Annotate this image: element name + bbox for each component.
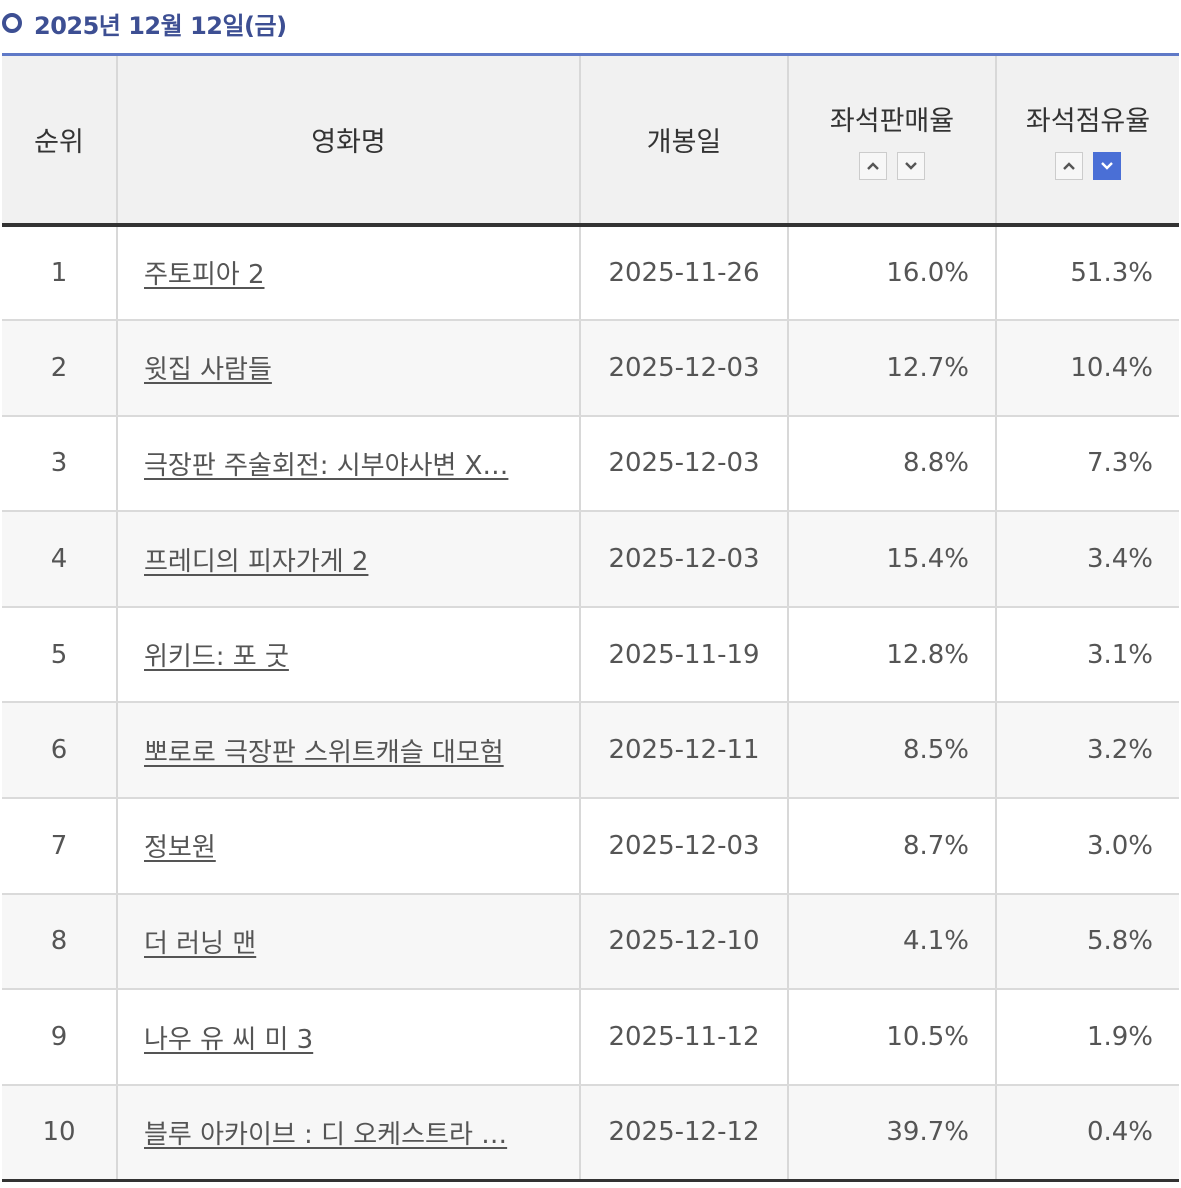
release-date-cell: 2025-12-03 — [579, 415, 788, 513]
seat-sales-rate-cell: 8.7% — [787, 798, 996, 895]
rank-cell: 9 — [2, 989, 117, 1086]
seat-sales-rate-cell: 12.8% — [787, 606, 996, 704]
title-cell: 프레디의 피자가게 2 — [116, 511, 580, 608]
title-cell: 위키드: 포 굿 — [116, 606, 580, 704]
release-date-cell: 2025-11-12 — [579, 989, 788, 1086]
table-row: 3 극장판 주술회전: 시부야사변 X… 2025-12-03 8.8% 7.3% — [2, 415, 1179, 513]
release-date-cell: 2025-12-12 — [579, 1084, 788, 1182]
release-date-cell: 2025-12-03 — [579, 320, 788, 417]
movie-title-link[interactable]: 정보원 — [144, 833, 216, 864]
movie-title-link[interactable]: 프레디의 피자가게 2 — [144, 546, 369, 577]
seat-sales-rate-cell: 15.4% — [787, 511, 996, 608]
seat-sales-rate-cell: 8.8% — [787, 415, 996, 513]
release-date-cell: 2025-12-03 — [579, 511, 788, 608]
movie-title-link[interactable]: 윗집 사람들 — [144, 355, 272, 386]
movie-title-link[interactable]: 주토피아 2 — [144, 260, 265, 291]
date-title: 2025년 12월 12일(금) — [34, 12, 287, 40]
column-header-rank-label: 순위 — [34, 126, 84, 158]
movie-title-link[interactable]: 더 러닝 맨 — [144, 928, 257, 959]
seat-share-rate-cell: 3.0% — [995, 798, 1179, 895]
column-header-sales: 좌석판매율 — [787, 53, 996, 227]
title-cell: 나우 유 씨 미 3 — [116, 989, 580, 1086]
rank-cell: 4 — [2, 511, 117, 608]
table-row: 1 주토피아 2 2025-11-26 16.0% 51.3% — [2, 224, 1179, 322]
table-body: 1 주토피아 2 2025-11-26 16.0% 51.3% 2 윗집 사람들 2025-1… — [2, 224, 1179, 1182]
seat-share-rate-cell: 3.4% — [995, 511, 1179, 608]
seat-sales-rate-cell: 39.7% — [787, 1084, 996, 1182]
column-header-title: 영화명 — [116, 53, 580, 227]
seat-share-rate-cell: 5.8% — [995, 893, 1179, 991]
sales-sort-group — [789, 151, 995, 180]
seat-sales-rate-cell: 4.1% — [787, 893, 996, 991]
column-header-title-label: 영화명 — [311, 126, 386, 158]
movie-title-link[interactable]: 뽀로로 극장판 스위트캐슬 대모험 — [144, 737, 504, 768]
rank-cell: 1 — [2, 224, 117, 322]
circle-bullet-icon — [2, 13, 22, 33]
column-header-release: 개봉일 — [579, 53, 788, 227]
movie-title-link[interactable]: 나우 유 씨 미 3 — [144, 1024, 314, 1055]
release-date-cell: 2025-11-26 — [579, 224, 788, 322]
release-date-cell: 2025-12-10 — [579, 893, 788, 991]
seat-sales-rate-cell: 10.5% — [787, 989, 996, 1086]
seat-sales-rate-cell: 12.7% — [787, 320, 996, 417]
sales-sort-desc-button[interactable] — [897, 151, 925, 180]
table-row: 10 블루 아카이브 : 디 오케스트라 … 2025-12-12 39.7% 0.4% — [2, 1084, 1179, 1182]
box-office-table: 순위 영화명 개봉일 좌석판매율 — [2, 53, 1179, 1182]
rank-cell: 10 — [2, 1084, 117, 1182]
chevron-down-icon — [905, 161, 917, 170]
column-header-release-label: 개봉일 — [646, 126, 722, 158]
seat-share-rate-cell: 3.2% — [995, 702, 1179, 800]
rank-cell: 2 — [2, 320, 117, 417]
rank-cell: 7 — [2, 798, 117, 895]
share-sort-desc-button[interactable] — [1093, 151, 1121, 180]
movie-title-link[interactable]: 위키드: 포 굿 — [144, 642, 289, 673]
share-sort-group — [997, 151, 1179, 180]
table-row: 4 프레디의 피자가게 2 2025-12-03 15.4% 3.4% — [2, 511, 1179, 608]
release-date-cell: 2025-11-19 — [579, 606, 788, 704]
box-office-table-container: 순위 영화명 개봉일 좌석판매율 — [2, 53, 1179, 1182]
title-cell: 윗집 사람들 — [116, 320, 580, 417]
table-row: 5 위키드: 포 굿 2025-11-19 12.8% 3.1% — [2, 606, 1179, 704]
release-date-cell: 2025-12-11 — [579, 702, 788, 800]
title-cell: 블루 아카이브 : 디 오케스트라 … — [116, 1084, 580, 1182]
share-sort-asc-button[interactable] — [1055, 151, 1083, 180]
seat-share-rate-cell: 10.4% — [995, 320, 1179, 417]
rank-cell: 6 — [2, 702, 117, 800]
rank-cell: 8 — [2, 893, 117, 991]
column-header-share-label: 좌석점유율 — [1025, 105, 1151, 137]
date-header: 2025년 12월 12일(금) — [0, 0, 1181, 52]
release-date-cell: 2025-12-03 — [579, 798, 788, 895]
table-row: 7 정보원 2025-12-03 8.7% 3.0% — [2, 798, 1179, 895]
seat-share-rate-cell: 51.3% — [995, 224, 1179, 322]
table-row: 6 뽀로로 극장판 스위트캐슬 대모험 2025-12-11 8.5% 3.2% — [2, 702, 1179, 800]
column-header-sales-label: 좌석판매율 — [829, 105, 955, 137]
seat-share-rate-cell: 1.9% — [995, 989, 1179, 1086]
table-header-row: 순위 영화명 개봉일 좌석판매율 — [2, 53, 1179, 227]
seat-share-rate-cell: 7.3% — [995, 415, 1179, 513]
column-header-share: 좌석점유율 — [995, 53, 1179, 227]
sales-sort-asc-button[interactable] — [859, 151, 887, 180]
title-cell: 뽀로로 극장판 스위트캐슬 대모험 — [116, 702, 580, 800]
chevron-up-icon — [867, 162, 879, 170]
title-cell: 더 러닝 맨 — [116, 893, 580, 991]
seat-sales-rate-cell: 8.5% — [787, 702, 996, 800]
seat-sales-rate-cell: 16.0% — [787, 224, 996, 322]
table-row: 8 더 러닝 맨 2025-12-10 4.1% 5.8% — [2, 893, 1179, 991]
seat-share-rate-cell: 3.1% — [995, 606, 1179, 704]
movie-title-link[interactable]: 블루 아카이브 : 디 오케스트라 … — [144, 1119, 508, 1150]
column-header-rank: 순위 — [2, 53, 117, 227]
rank-cell: 3 — [2, 415, 117, 513]
chevron-down-icon — [1101, 161, 1113, 170]
seat-share-rate-cell: 0.4% — [995, 1084, 1179, 1182]
title-cell: 정보원 — [116, 798, 580, 895]
rank-cell: 5 — [2, 606, 117, 704]
title-cell: 주토피아 2 — [116, 224, 580, 322]
title-cell: 극장판 주술회전: 시부야사변 X… — [116, 415, 580, 513]
chevron-up-icon — [1063, 162, 1075, 170]
movie-title-link[interactable]: 극장판 주술회전: 시부야사변 X… — [144, 450, 509, 481]
table-row: 2 윗집 사람들 2025-12-03 12.7% 10.4% — [2, 320, 1179, 417]
table-row: 9 나우 유 씨 미 3 2025-11-12 10.5% 1.9% — [2, 989, 1179, 1086]
